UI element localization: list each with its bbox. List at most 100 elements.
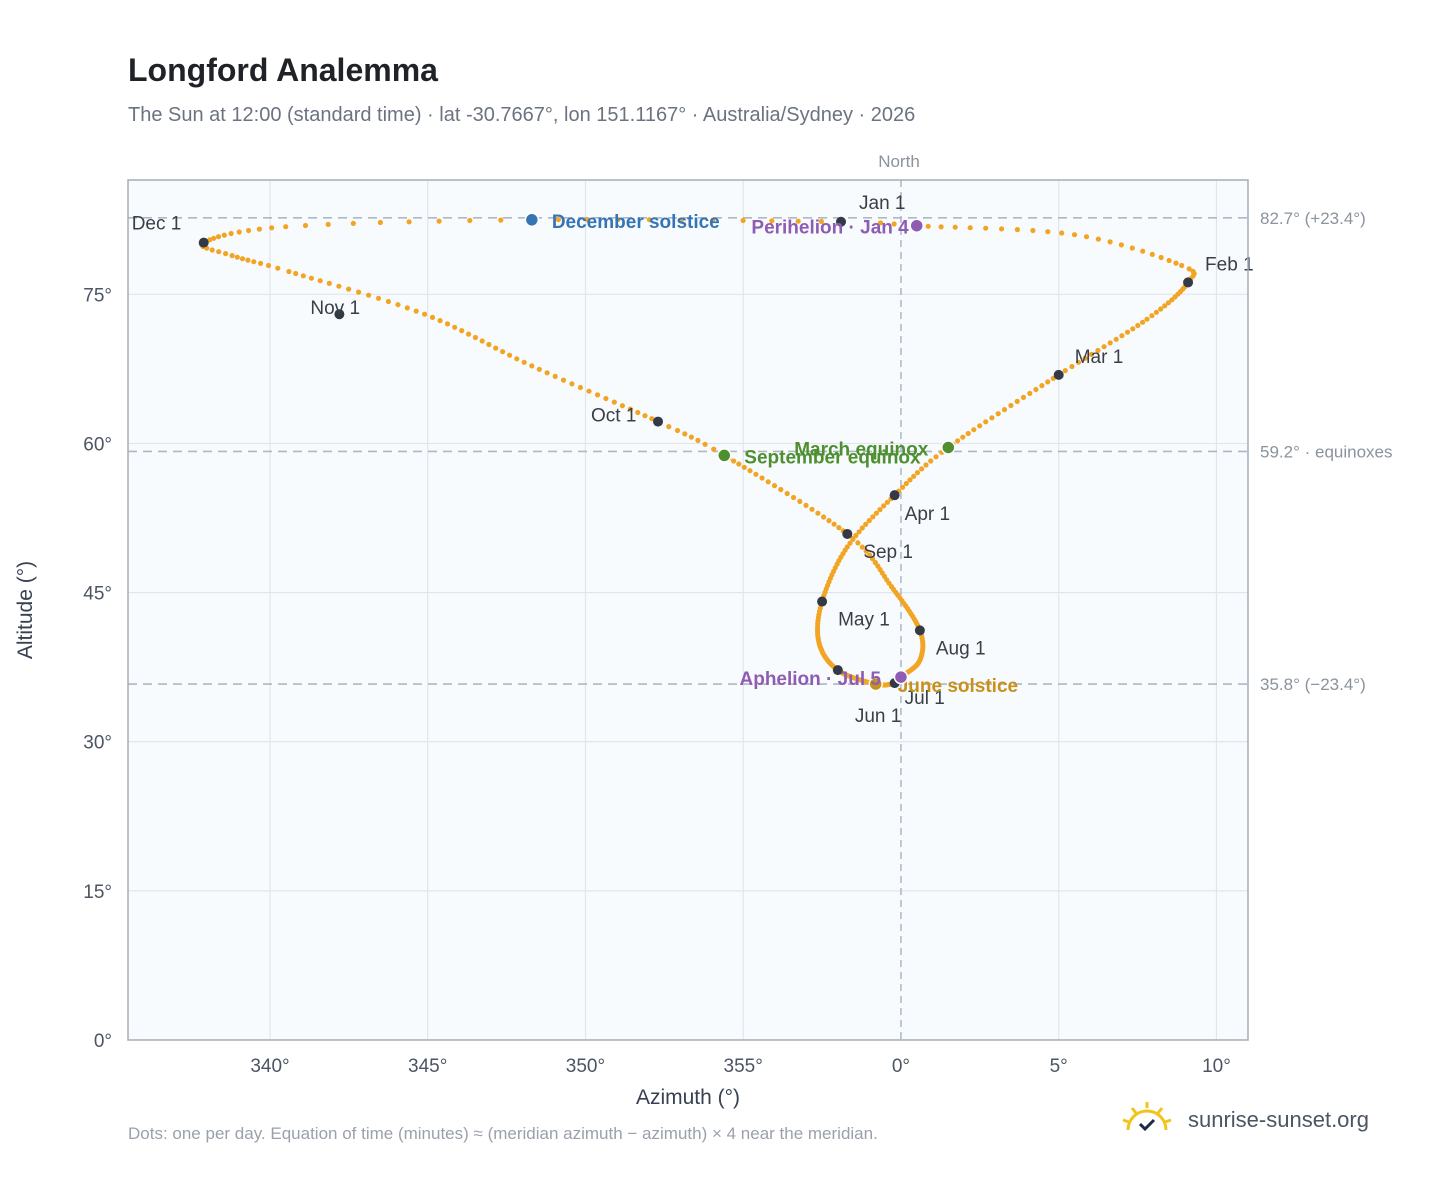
daily-dot [308, 275, 314, 281]
daily-dot [765, 479, 771, 485]
daily-dot [544, 370, 550, 376]
chart-subtitle: The Sun at 12:00 (standard time) · lat -… [128, 104, 916, 126]
daily-dot [1129, 245, 1135, 251]
daily-dot [603, 395, 609, 402]
daily-dot [1014, 398, 1020, 404]
daily-dot [1045, 229, 1051, 235]
daily-dot [877, 507, 883, 513]
x-tick-label: 0° [892, 1056, 910, 1077]
daily-dot [866, 518, 872, 524]
daily-dot [302, 222, 309, 229]
event-marker [909, 218, 924, 233]
month-label: Aug 1 [936, 638, 986, 659]
x-tick-label: 355° [724, 1056, 763, 1077]
daily-dot [1158, 254, 1164, 261]
daily-dot [965, 430, 971, 437]
daily-dot [611, 399, 617, 405]
daily-dot [584, 217, 591, 223]
daily-dot [627, 406, 633, 412]
daily-dot [269, 225, 275, 231]
daily-dot [467, 217, 473, 224]
daily-dot [674, 427, 681, 434]
month-marker [842, 528, 853, 539]
daily-dot [821, 514, 827, 520]
event-markers: December solstice Perihelion · Jan 4 March… [524, 212, 1018, 697]
month-label: Apr 1 [905, 504, 950, 525]
daily-dot [960, 434, 966, 440]
daily-dot [1153, 309, 1159, 315]
daily-dot [881, 503, 887, 509]
reference-lines: 82.7° (+23.4°) 59.2° · equinoxes 35.8° (−2… [128, 180, 1393, 1040]
daily-dot [907, 477, 913, 483]
daily-dot [615, 217, 621, 223]
daily-dot [452, 324, 458, 330]
daily-dot [1140, 248, 1146, 254]
daily-dot [1165, 300, 1171, 306]
month-marker [832, 665, 843, 676]
daily-dot [900, 484, 906, 490]
daily-dot [769, 218, 775, 224]
daily-dot [228, 230, 234, 237]
daily-dot [863, 548, 869, 554]
daily-dot [486, 341, 492, 348]
plot-frame [127, 179, 1249, 1041]
daily-dot [928, 458, 934, 464]
x-tick-label: 10° [1202, 1056, 1231, 1077]
daily-dot [500, 349, 506, 355]
daily-dot [413, 308, 419, 314]
daily-dot [736, 461, 742, 467]
daily-dot [422, 311, 428, 317]
chart-title: Longford Analemma [128, 52, 438, 88]
daily-dot [784, 490, 790, 497]
daily-dot [850, 535, 856, 542]
daily-dot [1113, 336, 1119, 342]
reference-line-label: 82.7° (+23.4°) [1260, 209, 1366, 228]
daily-dot [859, 525, 865, 531]
daily-dot [855, 540, 861, 546]
daily-dot [300, 273, 306, 279]
y-tick-label: 45° [83, 584, 112, 605]
daily-dot [265, 262, 272, 269]
daily-dot [472, 334, 478, 341]
daily-dot [753, 471, 759, 477]
daily-dot [1107, 340, 1113, 346]
daily-dot [437, 318, 443, 324]
daily-dot [741, 464, 747, 470]
daily-dot [995, 411, 1001, 417]
x-tick-label: 345° [408, 1056, 447, 1077]
daily-dot [466, 331, 472, 337]
daily-dot [1033, 386, 1039, 393]
daily-dot [710, 217, 716, 223]
daily-dot [239, 256, 246, 262]
daily-dot [536, 366, 542, 372]
daily-dot [695, 437, 701, 443]
daily-dot [740, 217, 746, 224]
daily-dot [375, 295, 382, 301]
y-tick-label: 30° [83, 733, 112, 754]
daily-dot [771, 483, 778, 489]
daily-dot [731, 458, 737, 464]
daily-dot [577, 384, 584, 391]
daily-dot [336, 283, 342, 289]
daily-dot [560, 377, 567, 383]
daily-dot [1039, 383, 1045, 389]
daily-dot [619, 403, 626, 409]
month-marker [198, 237, 209, 248]
footnote: Dots: one per day. Equation of time (min… [128, 1124, 878, 1143]
event-marker [717, 448, 732, 463]
daily-dot [326, 280, 332, 286]
event-marker [524, 212, 540, 228]
daily-dot [586, 388, 592, 394]
daily-dot [1118, 242, 1124, 248]
daily-dot [1149, 313, 1155, 319]
daily-dot [925, 223, 931, 229]
daily-dot [863, 521, 869, 527]
daily-dot [1030, 227, 1036, 234]
month-marker [836, 216, 847, 227]
daily-dot [967, 225, 973, 231]
daily-dot [594, 392, 601, 398]
brand-logo[interactable]: sunrise-sunset.org [1120, 1100, 1369, 1139]
daily-dot [293, 270, 299, 277]
daily-dot [395, 302, 401, 308]
plot-background [128, 180, 1248, 1040]
